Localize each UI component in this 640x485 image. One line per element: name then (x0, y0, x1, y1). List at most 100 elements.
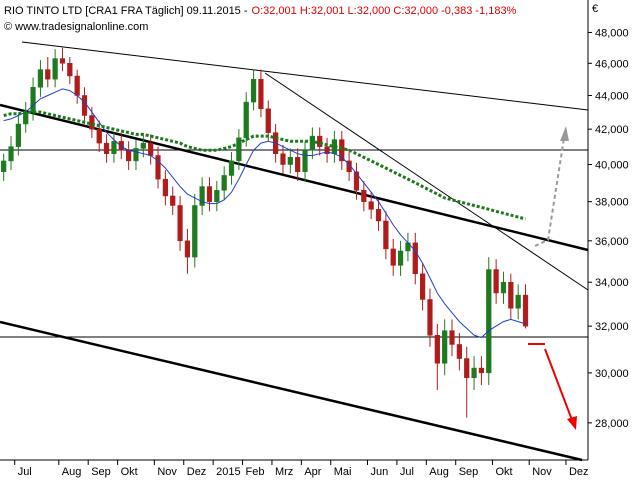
candle-body (118, 141, 124, 151)
y-tick-label: 40,000 (595, 160, 629, 172)
candle-body (456, 344, 462, 359)
candle-body (287, 157, 293, 165)
candle-body (258, 78, 264, 110)
candle-body (324, 146, 330, 154)
projection-arrow (544, 348, 573, 421)
candle-body (420, 273, 426, 300)
watermark: © www.tradesignalonline.com (4, 21, 148, 33)
candle-body (30, 87, 36, 113)
y-tick-label: 48,000 (595, 27, 629, 39)
candle-body (493, 269, 499, 294)
candle-body (228, 160, 235, 176)
x-tick-label: Okt (121, 466, 138, 478)
x-tick-label: Jul (18, 466, 32, 478)
y-tick-label: 32,000 (595, 321, 629, 333)
candle-body (148, 142, 154, 156)
x-tick-label: Sep (459, 466, 479, 478)
candle-body (434, 334, 440, 364)
candle-body (295, 157, 301, 173)
trend-line (264, 72, 589, 291)
candle-body (361, 190, 367, 202)
candle-body (52, 58, 58, 80)
arrow-head (567, 416, 577, 430)
candle-body (265, 108, 271, 133)
candle-body (59, 58, 66, 64)
candle-body (236, 137, 242, 162)
unit-label: € (592, 3, 598, 15)
y-tick-label: 36,000 (595, 236, 629, 248)
candle-body (442, 330, 448, 364)
chart-title: RIO TINTO LTD [CRA1 FRA Täglich] 09.11.2… (4, 5, 248, 17)
candle-body (111, 141, 117, 154)
moving-average (3, 88, 526, 339)
y-tick-label: 28,000 (595, 418, 629, 430)
candle-body (515, 294, 521, 309)
x-tick-label: Okt (495, 466, 512, 478)
candle-body (221, 175, 227, 191)
candle-body (170, 195, 176, 206)
y-tick-label: 42,000 (595, 124, 629, 136)
candle-body (397, 250, 404, 266)
projection-arrow (534, 137, 565, 247)
x-tick-label: Nov (532, 466, 552, 478)
candle-body (390, 248, 396, 266)
x-tick-label: Dez (187, 466, 207, 478)
candle-body (192, 205, 198, 258)
candle-body (45, 69, 51, 80)
candle-body (508, 281, 514, 309)
candle-body (478, 367, 485, 374)
chart-subtitle: O:32,001 H:32,001 L:32,000 C:32,000 -0,3… (252, 5, 517, 17)
candle-body (177, 205, 183, 242)
x-tick-label: Aug (429, 466, 449, 478)
x-tick-label: Dez (569, 466, 589, 478)
candle-body (449, 330, 455, 345)
price-series (1, 47, 529, 418)
candle-body (140, 142, 146, 149)
candle-body (206, 186, 213, 202)
candle-body (427, 299, 433, 336)
x-tick-label: Jun (371, 466, 389, 478)
candle-body (464, 358, 470, 378)
y-tick-label: 44,000 (595, 90, 629, 102)
candle-body (243, 101, 249, 139)
candle-body (1, 160, 7, 173)
y-tick-label: 30,000 (595, 368, 629, 380)
candle-body (471, 367, 477, 378)
candle-body (522, 294, 529, 327)
candle-body (162, 178, 168, 197)
x-tick-label: Mai (334, 466, 352, 478)
x-tick-label: Mrz (275, 466, 293, 478)
candle-body (126, 149, 132, 162)
candle-body (368, 201, 374, 210)
candle-body (412, 242, 418, 275)
candle-body (74, 75, 80, 96)
y-tick-label: 38,000 (595, 197, 629, 209)
x-tick-label: Jul (400, 466, 414, 478)
candle-body (8, 146, 14, 162)
candle-body (67, 63, 73, 77)
trend-line (0, 320, 583, 462)
candle-body (280, 153, 286, 165)
candle-body (383, 220, 389, 250)
y-tick-label: 34,000 (595, 277, 629, 289)
y-tick-label: 46,000 (595, 58, 629, 70)
candle-body (199, 186, 205, 206)
candle-body (486, 269, 492, 374)
candle-body (500, 281, 507, 294)
candle-body (375, 209, 382, 222)
candle-body (155, 155, 161, 180)
x-tick-label: Feb (246, 466, 265, 478)
candle-body (302, 149, 308, 173)
candle-body (353, 171, 360, 191)
trend-line (21, 41, 589, 111)
x-tick-label: 2015 (216, 466, 240, 478)
candle-body (37, 69, 44, 88)
candle-body (214, 190, 220, 202)
x-tick-label: Aug (62, 466, 82, 478)
candle-body (250, 78, 257, 103)
candle-body (96, 128, 102, 144)
candle-body (15, 123, 21, 147)
